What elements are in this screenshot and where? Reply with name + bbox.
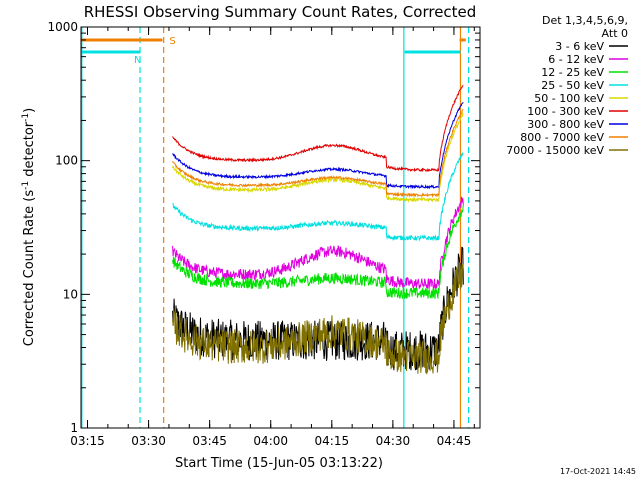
flag-label-N: N xyxy=(134,55,141,66)
x-tick-label-6: 04:45 xyxy=(437,434,472,448)
x-axis-label: Start Time (15-Jun-05 03:13:22) xyxy=(175,456,383,471)
y-tick-label-3: 1000 xyxy=(47,20,78,34)
y-axis-label-end: ) xyxy=(22,108,37,113)
x-tick-label-5: 04:30 xyxy=(376,434,411,448)
legend-label-8: 7000 - 15000 keV xyxy=(506,144,604,157)
axes: 03:15 03:30 03:45 04:00 04:15 04:30 04:45 1 10 10… xyxy=(47,20,480,448)
legend-label-3: 25 - 50 keV xyxy=(541,79,604,92)
x-tick-label-2: 03:45 xyxy=(192,434,227,448)
series-line-4 xyxy=(172,111,464,204)
plot-frame xyxy=(80,26,481,429)
series-line-3 xyxy=(172,152,464,242)
x-tick-label-3: 04:00 xyxy=(253,434,288,448)
plot-area: SN xyxy=(81,27,470,428)
legend-header-line-2: Att 0 xyxy=(602,27,628,40)
legend-header-line-1: Det 1,3,4,5,6,9, xyxy=(542,14,628,27)
series-line-8 xyxy=(172,262,464,375)
series-line-1 xyxy=(172,196,464,290)
series-line-5 xyxy=(172,85,464,173)
y-tick-label-2: 100 xyxy=(55,154,78,168)
legend-label-6: 300 - 800 keV xyxy=(527,118,604,131)
y-axis-label-mid: detector xyxy=(22,121,37,181)
legend-label-5: 100 - 300 keV xyxy=(527,105,604,118)
series-line-7 xyxy=(172,108,464,198)
y-axis-label-sup2: -1 xyxy=(21,113,31,122)
x-tick-label-4: 04:15 xyxy=(315,434,350,448)
y-axis-label: Corrected Count Rate (s-1 detector-1) xyxy=(21,108,37,346)
legend-label-1: 6 - 12 keV xyxy=(548,53,604,66)
series-line-2 xyxy=(172,204,464,299)
legend-label-4: 50 - 100 keV xyxy=(534,92,604,105)
chart-title: RHESSI Observing Summary Count Rates, Co… xyxy=(84,3,477,21)
legend-label-0: 3 - 6 keV xyxy=(555,40,604,53)
x-tick-label-1: 03:30 xyxy=(131,434,166,448)
date-stamp: 17-Oct-2021 14:45 xyxy=(560,467,636,476)
series-line-0 xyxy=(172,246,464,371)
y-axis-label-main: Corrected Count Rate (s xyxy=(22,190,37,347)
legend-label-2: 12 - 25 keV xyxy=(541,66,604,79)
x-tick-label-0: 03:15 xyxy=(70,434,105,448)
flag-label-S: S xyxy=(169,36,175,47)
legend-label-7: 800 - 7000 keV xyxy=(520,131,604,144)
y-axis-label-sup1: -1 xyxy=(21,181,31,190)
series-line-6 xyxy=(172,101,464,190)
y-tick-label-0: 1 xyxy=(70,421,78,435)
y-tick-label-1: 10 xyxy=(63,287,78,301)
